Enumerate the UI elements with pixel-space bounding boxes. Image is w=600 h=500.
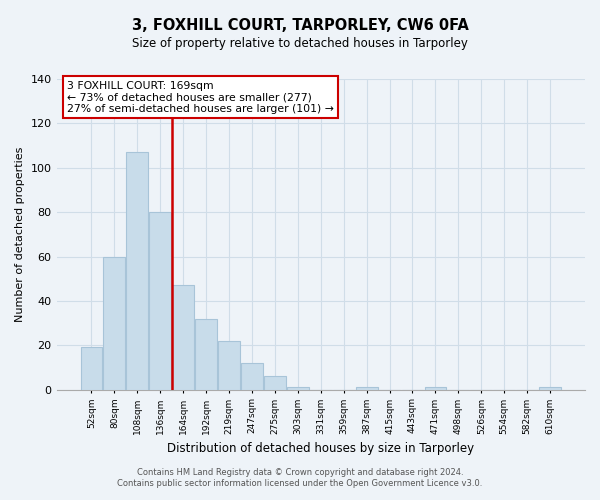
Bar: [80, 348, 103, 390]
Bar: [356, 388, 377, 390]
Text: Contains HM Land Registry data © Crown copyright and database right 2024.
Contai: Contains HM Land Registry data © Crown c…: [118, 468, 482, 487]
Bar: [241, 363, 263, 390]
Text: Size of property relative to detached houses in Tarporley: Size of property relative to detached ho…: [132, 38, 468, 51]
Y-axis label: Number of detached properties: Number of detached properties: [15, 146, 25, 322]
Text: 3 FOXHILL COURT: 169sqm
← 73% of detached houses are smaller (277)
27% of semi-d: 3 FOXHILL COURT: 169sqm ← 73% of detache…: [67, 80, 334, 114]
Bar: [264, 376, 286, 390]
Bar: [539, 388, 561, 390]
X-axis label: Distribution of detached houses by size in Tarporley: Distribution of detached houses by size …: [167, 442, 475, 455]
Bar: [103, 256, 125, 390]
Bar: [149, 212, 171, 390]
Bar: [218, 341, 240, 390]
Text: 3, FOXHILL COURT, TARPORLEY, CW6 0FA: 3, FOXHILL COURT, TARPORLEY, CW6 0FA: [131, 18, 469, 32]
Bar: [127, 152, 148, 390]
Bar: [287, 388, 309, 390]
Bar: [195, 318, 217, 390]
Bar: [425, 388, 446, 390]
Bar: [172, 286, 194, 390]
